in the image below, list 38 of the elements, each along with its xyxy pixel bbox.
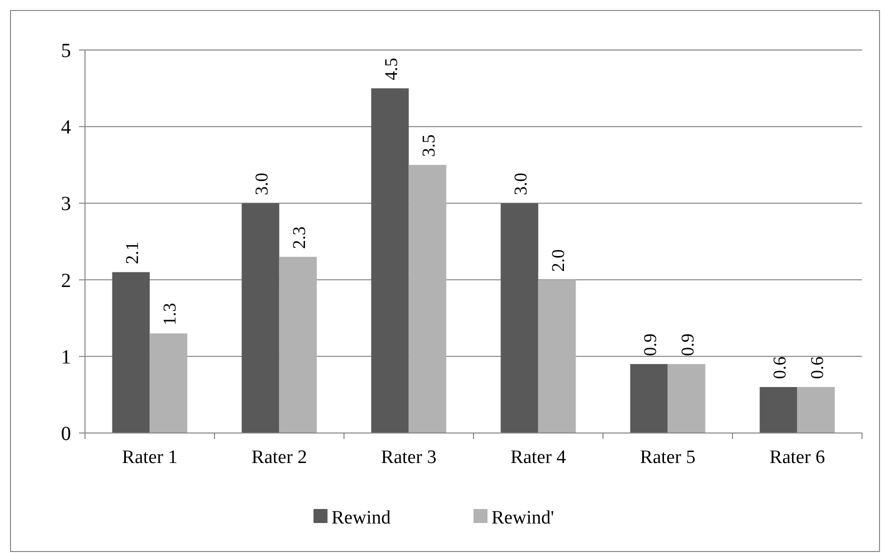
- bar: [242, 203, 280, 433]
- y-tick-label: 4: [61, 116, 71, 139]
- data-label: 4.5: [380, 58, 401, 80]
- x-tick-label: Rater 4: [510, 447, 566, 468]
- y-tick-label: 3: [61, 193, 71, 216]
- data-label: 3.0: [510, 172, 530, 196]
- legend-label: Rewind: [332, 508, 392, 529]
- y-tick-label: 5: [61, 40, 71, 62]
- x-tick-label: Rater 1: [122, 447, 178, 468]
- bar: [112, 272, 150, 433]
- bar: [371, 88, 409, 433]
- bar: [150, 333, 188, 433]
- data-label: 0.9: [640, 334, 660, 356]
- x-tick-label: Rater 3: [381, 447, 436, 468]
- bar: [760, 387, 798, 433]
- data-label: 0.6: [807, 356, 828, 380]
- y-tick-label: 0: [61, 423, 71, 445]
- data-label: 0.9: [678, 334, 698, 356]
- data-label: 2.3: [289, 226, 310, 249]
- data-label: 3.0: [251, 172, 272, 196]
- data-label: 3.5: [418, 134, 439, 157]
- bar: [500, 203, 538, 433]
- data-label: 2.0: [548, 249, 568, 272]
- data-label: 0.6: [769, 356, 790, 380]
- bar: [797, 387, 835, 433]
- bar: [668, 364, 706, 433]
- data-label: 1.3: [160, 302, 180, 326]
- legend-label: Rewind': [492, 508, 554, 529]
- bar: [630, 364, 668, 433]
- x-tick-label: Rater 5: [640, 447, 696, 468]
- bar: [408, 164, 446, 433]
- y-tick-label: 1: [61, 346, 71, 368]
- y-tick-label: 2: [61, 270, 71, 292]
- x-tick-label: Rater 2: [252, 447, 307, 468]
- data-label: 2.1: [122, 242, 142, 264]
- bar: [279, 256, 317, 433]
- x-tick-label: Rater 6: [770, 447, 825, 468]
- bar: [538, 280, 576, 433]
